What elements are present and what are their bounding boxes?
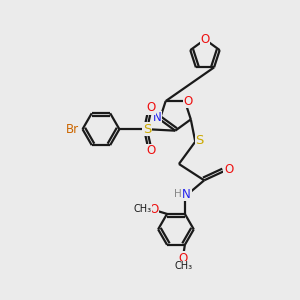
- Text: CH₃: CH₃: [133, 205, 152, 214]
- Text: CH₃: CH₃: [174, 262, 192, 272]
- Text: H: H: [175, 189, 182, 199]
- Text: N: N: [182, 188, 191, 201]
- Text: O: O: [179, 252, 188, 265]
- Text: N: N: [153, 111, 162, 124]
- Text: S: S: [143, 123, 151, 136]
- Text: O: O: [146, 101, 155, 114]
- Text: O: O: [183, 94, 193, 108]
- Text: O: O: [200, 33, 210, 46]
- Text: S: S: [196, 134, 204, 147]
- Text: O: O: [224, 163, 233, 176]
- Text: O: O: [150, 203, 159, 216]
- Text: Br: Br: [66, 123, 79, 136]
- Text: O: O: [146, 144, 155, 158]
